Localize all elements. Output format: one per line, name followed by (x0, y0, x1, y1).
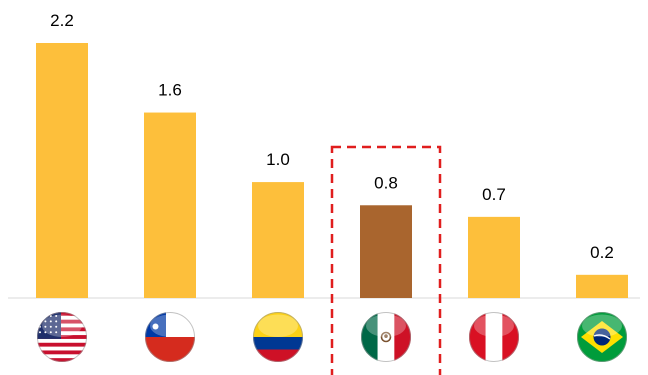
bar-mexico (360, 205, 412, 298)
peru-flag-icon (469, 312, 519, 362)
chile-flag-icon (145, 312, 195, 362)
value-label-colombia: 1.0 (266, 150, 290, 169)
value-label-chile: 1.6 (158, 81, 182, 100)
bar-peru (468, 216, 520, 298)
value-label-mexico: 0.8 (374, 173, 398, 192)
bar-united-states (36, 43, 88, 298)
value-label-brazil: 0.2 (590, 243, 614, 262)
mexico-flag-icon (361, 312, 411, 362)
highlight-box (330, 145, 442, 375)
bar-brazil (576, 274, 628, 298)
colombia-flag-icon (253, 312, 303, 362)
bar-colombia (252, 182, 304, 298)
us-flag-icon (37, 312, 87, 362)
brazil-flag-icon (577, 312, 627, 362)
value-label-united-states: 2.2 (50, 11, 74, 30)
bar-chile (144, 112, 196, 298)
value-label-peru: 0.7 (482, 185, 506, 204)
